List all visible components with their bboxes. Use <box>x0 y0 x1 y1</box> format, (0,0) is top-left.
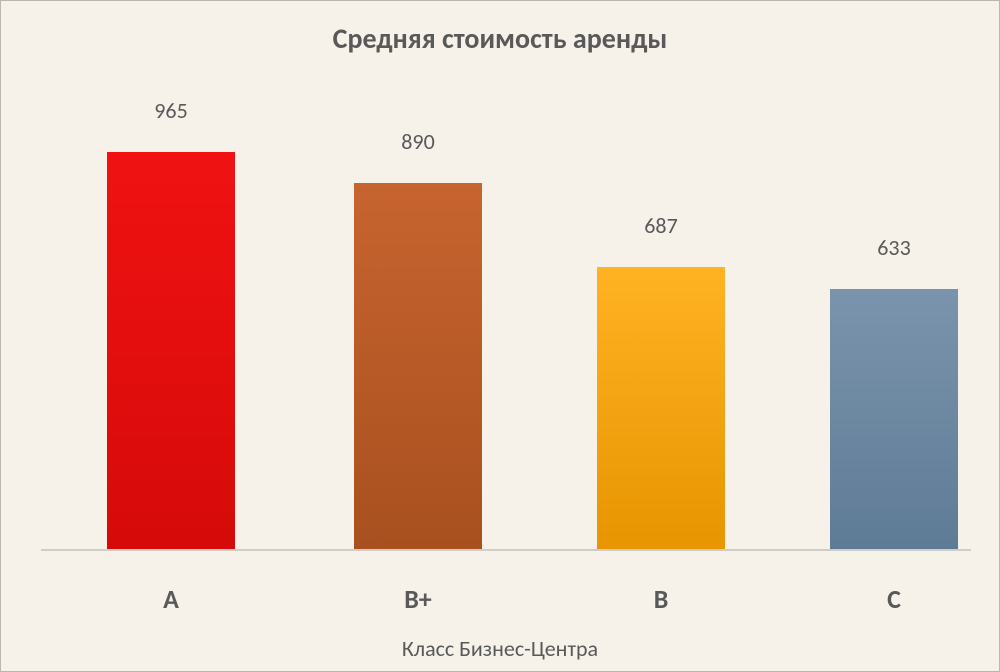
baseline <box>41 549 971 551</box>
bar: 965 <box>107 152 235 551</box>
bar: 890 <box>354 183 482 551</box>
category-label: A <box>163 583 179 615</box>
category-label: B <box>654 583 669 615</box>
category-label: B+ <box>404 583 432 615</box>
x-axis-title: Класс Бизнес-Центра <box>1 635 999 662</box>
bar-value-label: 965 <box>154 97 187 124</box>
chart-title: Средняя стоимость аренды <box>1 21 999 56</box>
bar-value-label: 687 <box>644 212 677 239</box>
bar: 687 <box>597 267 725 551</box>
plot-area: 965 890 687 633 <box>41 96 971 551</box>
category-label: C <box>887 583 901 615</box>
bar-value-label: 633 <box>877 234 910 261</box>
bar-value-label: 890 <box>401 128 434 155</box>
bar: 633 <box>830 289 958 551</box>
chart-container: Средняя стоимость аренды 965 890 687 633 Кл… <box>0 0 1000 672</box>
